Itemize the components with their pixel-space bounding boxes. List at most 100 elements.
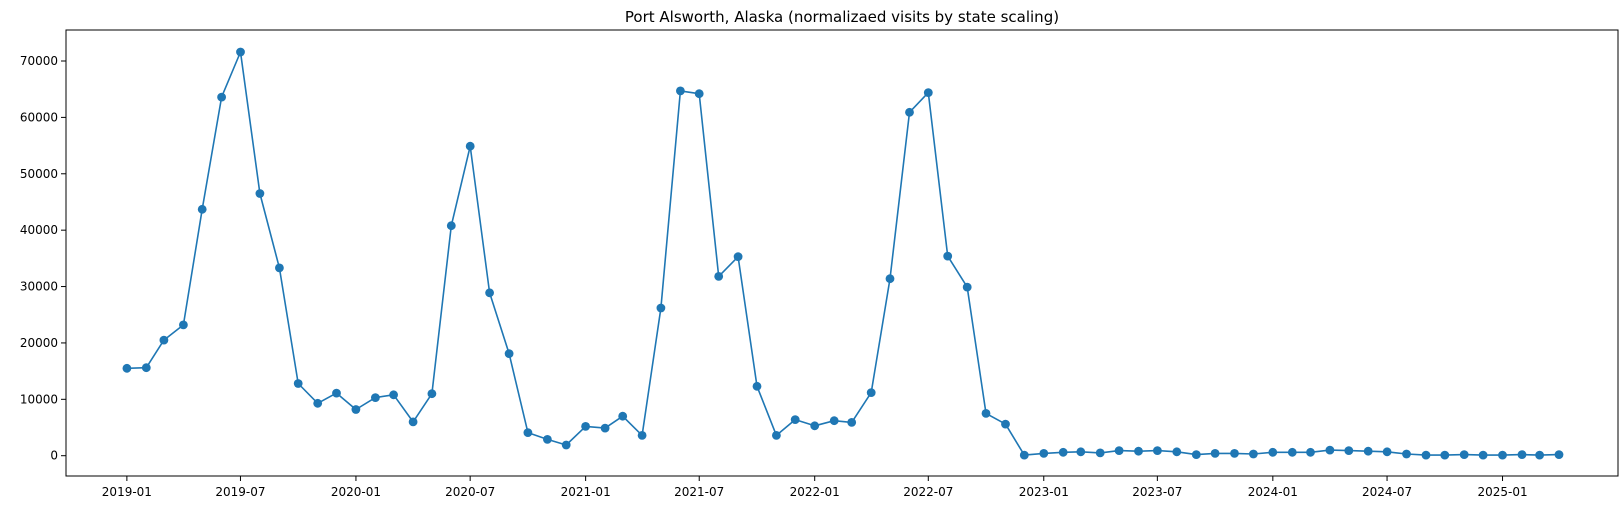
- data-point: [694, 89, 704, 99]
- data-point: [829, 416, 839, 426]
- data-point: [714, 272, 724, 281]
- data-point: [656, 303, 666, 313]
- data-point: [1001, 419, 1010, 429]
- data-point: [159, 335, 169, 345]
- data-point: [504, 349, 514, 358]
- x-tick-label: 2022-07: [903, 485, 953, 499]
- y-tick-label: 70000: [20, 54, 58, 68]
- x-tick-label: 2023-07: [1132, 485, 1182, 499]
- data-point: [1058, 447, 1068, 457]
- data-point: [1325, 445, 1335, 455]
- data-point: [1478, 450, 1488, 460]
- data-point: [1459, 450, 1469, 459]
- data-point: [733, 252, 743, 262]
- data-point: [618, 411, 628, 421]
- x-tick-label: 2020-01: [331, 485, 381, 499]
- data-point: [446, 221, 456, 231]
- data-point: [676, 86, 685, 96]
- x-tick-label: 2019-07: [215, 485, 265, 499]
- data-point: [772, 431, 781, 440]
- data-point: [236, 47, 245, 57]
- x-tick-label: 2023-01: [1019, 485, 1069, 499]
- data-point: [293, 379, 303, 388]
- data-point: [197, 204, 207, 214]
- data-point: [581, 422, 590, 431]
- data-point: [1076, 447, 1086, 457]
- data-point: [275, 263, 284, 273]
- x-tick-label: 2020-07: [445, 485, 495, 499]
- data-point: [1440, 450, 1450, 460]
- data-point: [332, 388, 341, 398]
- data-point: [141, 363, 151, 373]
- data-point: [1402, 449, 1411, 459]
- data-point: [351, 405, 361, 414]
- data-point: [600, 423, 610, 433]
- y-tick-label: 10000: [20, 392, 58, 406]
- plot-area-frame: [65, 29, 1619, 477]
- data-point: [255, 189, 265, 198]
- data-point: [943, 251, 953, 261]
- data-point: [1134, 446, 1143, 456]
- x-tick-label: 2021-07: [674, 485, 724, 499]
- data-point: [561, 440, 571, 450]
- data-point: [1153, 446, 1162, 455]
- y-tick-label: 40000: [20, 223, 58, 237]
- data-point: [523, 428, 533, 437]
- data-point: [1210, 449, 1220, 458]
- data-point: [1191, 450, 1201, 459]
- data-point: [465, 141, 475, 151]
- x-tick-label: 2019-01: [102, 485, 152, 499]
- chart-title: Port Alsworth, Alaska (normalizaed visit…: [625, 8, 1059, 26]
- y-tick-label: 0: [50, 449, 58, 463]
- data-point: [810, 421, 820, 431]
- data-point: [217, 92, 227, 102]
- data-point: [1306, 447, 1315, 457]
- data-point: [790, 415, 800, 424]
- data-point: [847, 418, 857, 427]
- data-point: [1344, 446, 1354, 455]
- data-point: [637, 431, 647, 440]
- data-point: [427, 389, 437, 399]
- data-point: [1287, 447, 1297, 457]
- data-point: [122, 363, 132, 373]
- x-tick-label: 2022-01: [790, 485, 840, 499]
- data-point: [1268, 447, 1278, 457]
- x-tick-label: 2024-07: [1362, 485, 1412, 499]
- data-point: [179, 320, 188, 330]
- y-tick-label: 20000: [20, 336, 58, 350]
- data-point: [866, 388, 876, 397]
- data-point: [1095, 448, 1105, 458]
- y-tick-label: 60000: [20, 110, 58, 124]
- data-point: [1114, 446, 1124, 455]
- data-point: [1517, 450, 1527, 459]
- data-point: [313, 398, 323, 408]
- data-point: [389, 390, 398, 400]
- data-point: [905, 107, 914, 117]
- x-tick-label: 2024-01: [1248, 485, 1298, 499]
- data-point: [1039, 449, 1049, 458]
- data-point: [1230, 449, 1239, 458]
- data-point: [981, 409, 991, 418]
- data-point: [1019, 450, 1029, 460]
- series-layer: [122, 47, 1564, 460]
- x-axis: 2019-01 2019-07 2020-01 2020-07 2021-01 2021-…: [102, 476, 1528, 499]
- data-point: [371, 393, 380, 402]
- data-point: [485, 288, 494, 298]
- x-tick-label: 2025-01: [1477, 485, 1527, 499]
- data-point: [1172, 447, 1182, 457]
- data-point: [923, 88, 933, 97]
- x-tick-label: 2021-01: [561, 485, 611, 499]
- data-point: [408, 417, 418, 427]
- data-point: [962, 282, 972, 292]
- data-point: [1249, 449, 1258, 459]
- data-point: [1363, 446, 1373, 456]
- y-axis: 0 10000 20000 30000 40000 50000 60000 70000: [20, 54, 66, 463]
- data-point: [1554, 450, 1564, 459]
- data-point: [543, 435, 552, 444]
- data-point: [1498, 450, 1507, 460]
- y-tick-label: 50000: [20, 167, 58, 181]
- series-line: [126, 51, 1560, 456]
- y-tick-label: 30000: [20, 280, 58, 294]
- data-point: [1535, 450, 1544, 460]
